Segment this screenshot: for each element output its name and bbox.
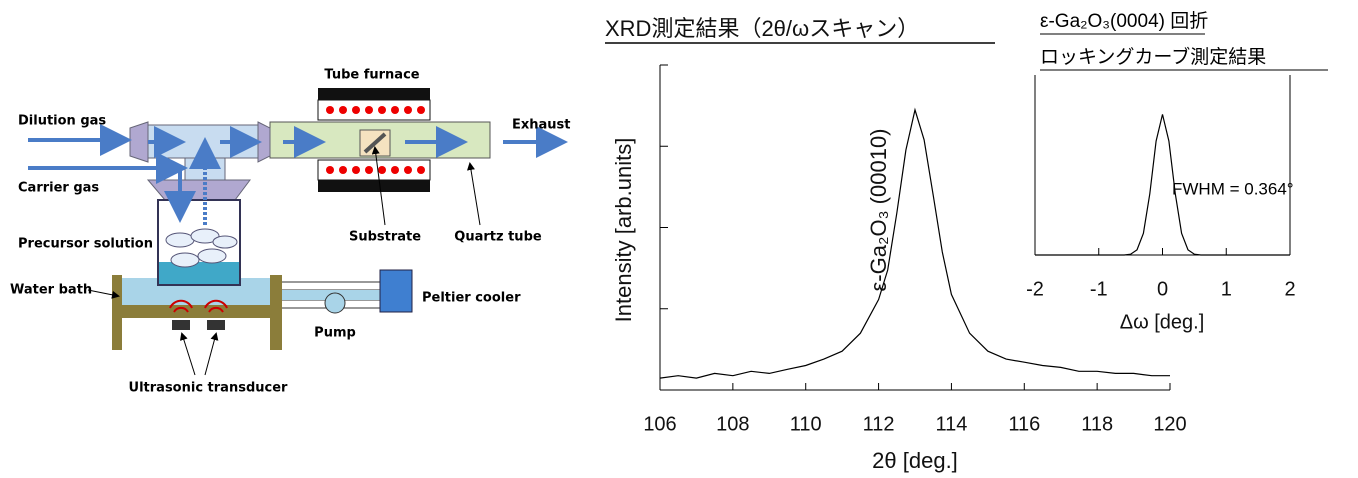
label: Water bath [10,283,92,298]
annotation: ε-Ga₂O₃ (00010) [866,128,891,291]
chart-title: XRD測定結果（2θ/ωスキャン） [605,16,919,41]
x-axis-label: Δω [deg.] [1120,311,1205,333]
label: Peltier cooler [422,291,521,306]
label: Carrier gas [18,181,99,196]
apparatus-diagram: Tube furnace Dilution gas Exhaust Carrie… [10,68,571,396]
chart-title: ε-Ga₂O₃(0004) 回折 [1040,10,1208,32]
annotation: FWHM = 0.364° [1172,179,1294,198]
x-tick-label: 120 [1153,413,1186,435]
y-axis-label: Intensity [arb.units] [611,138,636,323]
chart-subtitle: ロッキングカーブ測定結果 [1040,45,1266,68]
x-tick-label: 2 [1284,278,1295,300]
x-tick-label: -1 [1090,278,1108,300]
x-tick-label: -2 [1026,278,1044,300]
x-tick-label: 108 [716,413,749,435]
x-tick-label: 118 [1081,413,1113,435]
label: Ultrasonic transducer [129,381,288,396]
x-tick-label: 106 [643,413,676,435]
x-tick-label: 1 [1221,278,1232,300]
label: Dilution gas [18,114,106,129]
label: Substrate [349,230,421,245]
x-axis-label: 2θ [deg.] [872,448,958,473]
x-tick-label: 116 [1008,413,1040,435]
data-line [659,107,1170,379]
x-tick-label: 0 [1157,278,1168,300]
x-tick-label: 112 [863,413,895,435]
label: Precursor solution [18,237,153,252]
label: Exhaust [512,118,571,133]
x-tick-label: 110 [790,413,822,435]
label: Tube furnace [324,68,419,83]
x-tick-label: 114 [935,413,967,435]
data-line [1035,114,1290,256]
label: Quartz tube [454,230,542,245]
label: Pump [314,326,356,341]
